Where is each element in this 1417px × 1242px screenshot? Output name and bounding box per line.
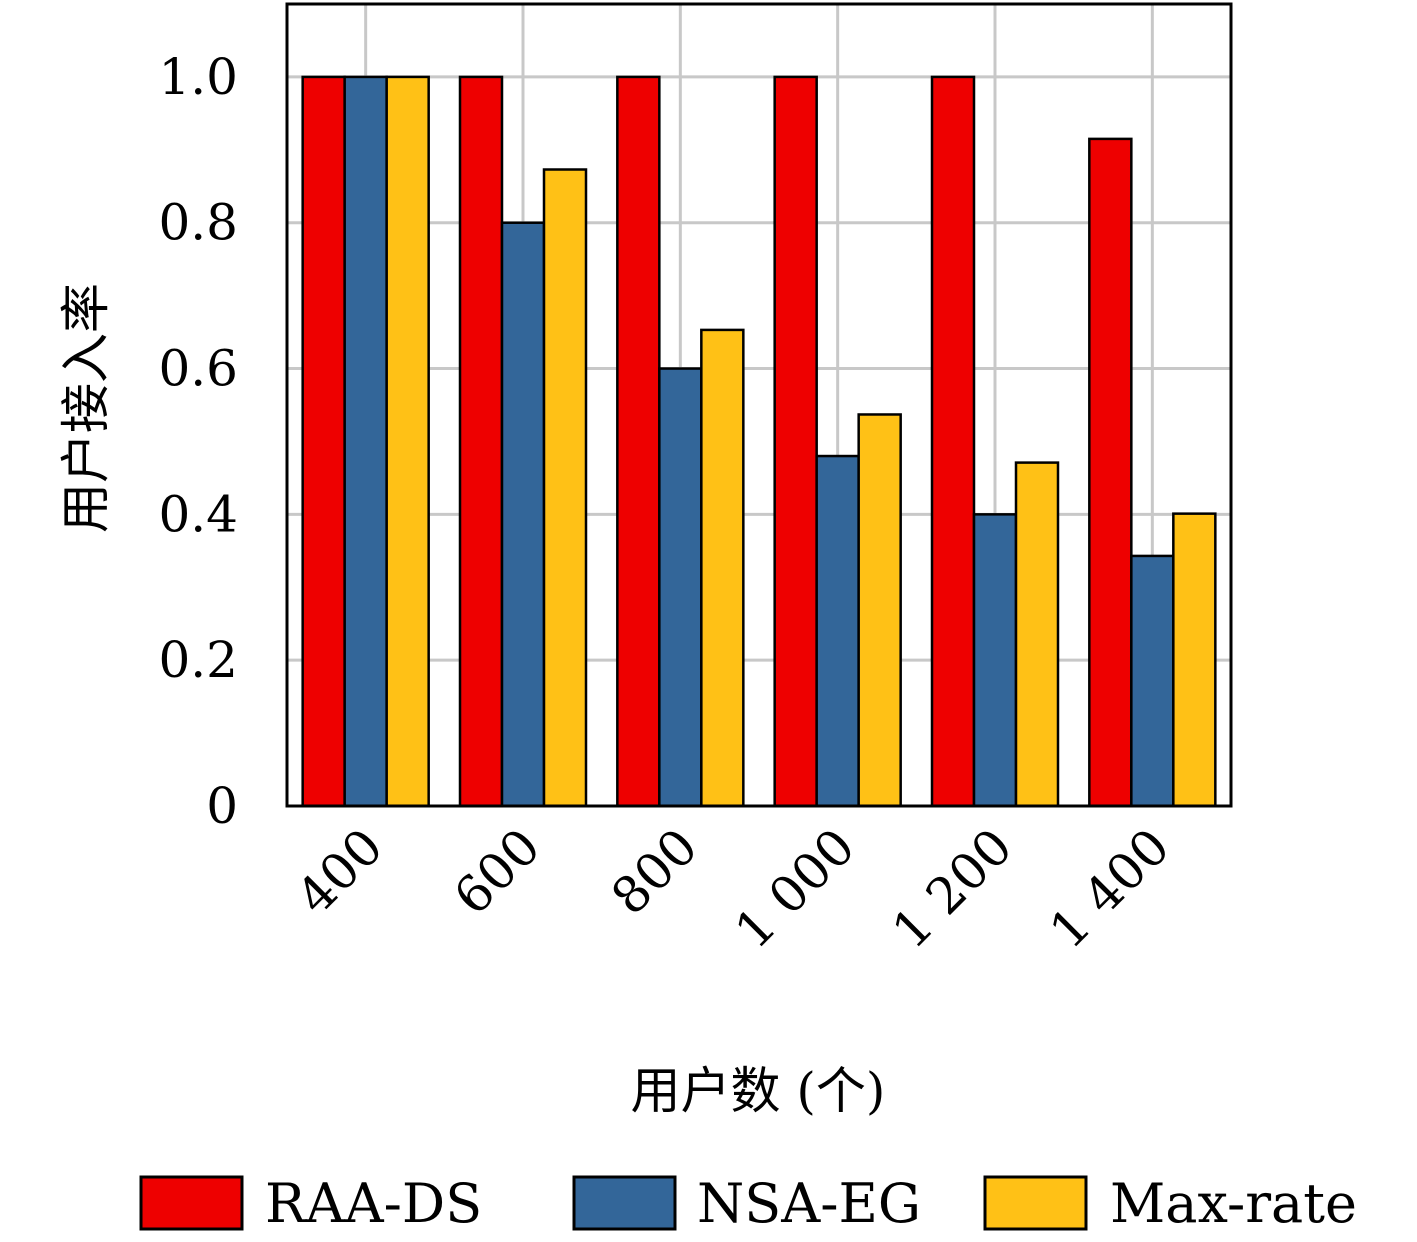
bar-nsa-eg-2 [658,367,703,808]
bar-nsa-eg-4 [972,513,1018,808]
x-tick-label: 800 [600,817,708,925]
bar-nsa-eg-3 [815,454,860,808]
legend-swatch [139,1175,244,1231]
bar-max-rate-5 [1172,512,1217,808]
bars-group [301,75,1217,808]
bar-max-rate-4 [1014,461,1060,808]
y-tick-label: 0.6 [158,340,238,398]
bar-raa-ds-3 [773,75,818,808]
x-tick-label: 400 [286,817,394,925]
bar-raa-ds-0 [301,75,346,808]
bar-raa-ds-1 [458,75,504,808]
bar-nsa-eg-5 [1130,554,1175,808]
bar-max-rate-0 [385,75,430,808]
bar-nsa-eg-0 [343,75,388,808]
y-tick-label: 0.4 [158,485,238,543]
y-tick-label: 0.8 [158,194,238,252]
y-tick-label: 0.2 [158,631,238,689]
x-axis-ticks: 400 600 800 1 000 1 200 1 400 [286,817,1181,959]
x-tick-label: 1 200 [881,817,1023,959]
y-axis-title: 用户接入率 [57,283,115,533]
bar-raa-ds-2 [616,75,661,808]
bar-raa-ds-4 [930,75,976,808]
legend-label: Max-rate [1110,1172,1357,1235]
bar-raa-ds-5 [1088,137,1133,808]
y-tick-label: 0 [206,777,238,835]
legend-label: NSA-EG [697,1172,921,1235]
y-axis-ticks: 0 0.2 0.4 0.6 0.8 1.0 [158,48,238,835]
bar-nsa-eg-1 [500,221,546,808]
legend: RAA-DS NSA-EG Max-rate [139,1172,1357,1235]
bar-max-rate-2 [700,328,745,808]
x-tick-label: 1 000 [724,817,866,959]
legend-label: RAA-DS [265,1172,482,1235]
x-tick-label: 600 [443,817,551,925]
y-tick-label: 1.0 [158,48,238,106]
x-tick-label: 1 400 [1039,817,1181,959]
x-axis-title: 用户数 (个) [631,1062,886,1120]
bar-max-rate-1 [542,168,588,808]
bar-max-rate-3 [857,413,902,808]
legend-swatch [572,1175,677,1231]
plot-frame [285,2,1233,808]
legend-swatch [983,1175,1088,1231]
